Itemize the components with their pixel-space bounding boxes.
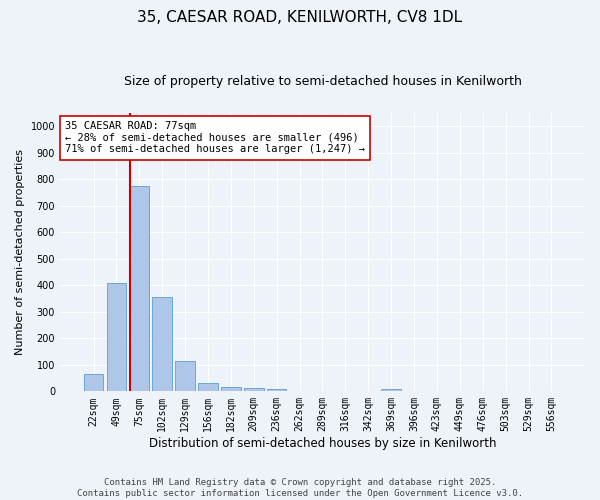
Bar: [221, 386, 241, 392]
Bar: [267, 389, 286, 392]
Bar: [175, 361, 195, 392]
X-axis label: Distribution of semi-detached houses by size in Kenilworth: Distribution of semi-detached houses by …: [149, 437, 496, 450]
Y-axis label: Number of semi-detached properties: Number of semi-detached properties: [15, 149, 25, 355]
Bar: [244, 388, 263, 392]
Bar: [198, 382, 218, 392]
Bar: [130, 186, 149, 392]
Title: Size of property relative to semi-detached houses in Kenilworth: Size of property relative to semi-detach…: [124, 75, 521, 88]
Bar: [152, 297, 172, 392]
Text: 35 CAESAR ROAD: 77sqm
← 28% of semi-detached houses are smaller (496)
71% of sem: 35 CAESAR ROAD: 77sqm ← 28% of semi-deta…: [65, 121, 365, 154]
Text: Contains HM Land Registry data © Crown copyright and database right 2025.
Contai: Contains HM Land Registry data © Crown c…: [77, 478, 523, 498]
Bar: [382, 389, 401, 392]
Bar: [107, 282, 126, 392]
Bar: [84, 374, 103, 392]
Text: 35, CAESAR ROAD, KENILWORTH, CV8 1DL: 35, CAESAR ROAD, KENILWORTH, CV8 1DL: [137, 10, 463, 25]
